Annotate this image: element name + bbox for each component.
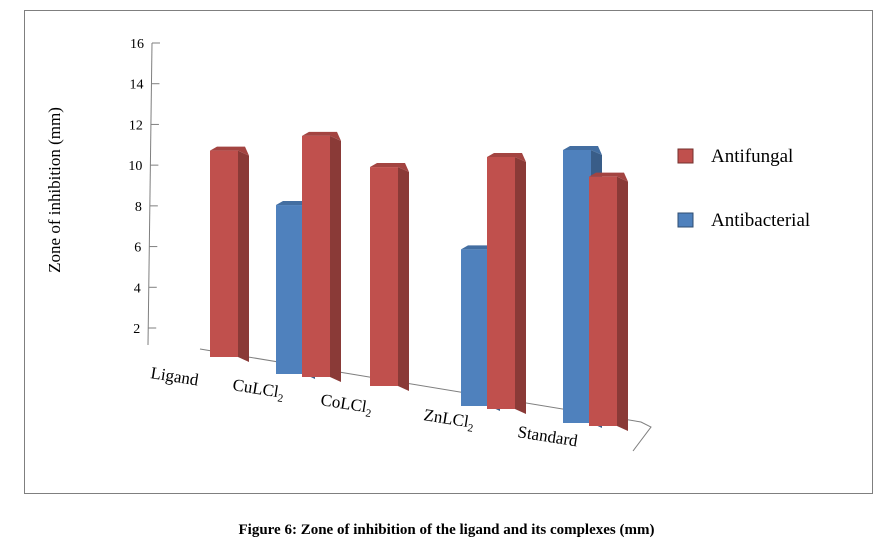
bar-antifungal-top [210,146,249,156]
bar-antifungal-top [589,172,628,182]
y-tick-label: 16 [130,37,144,52]
legend-label: Antibacterial [711,210,810,231]
x-category-label: CuLCl2 [231,375,286,405]
y-axis-label: Zone of inhibition (mm) [45,107,64,273]
y-tick-label: 14 [129,78,143,93]
floor-edge [199,348,652,452]
bar-antifungal-side [515,157,526,414]
y-tick-label: 12 [129,118,143,133]
bar-antifungal [370,167,398,386]
y-tick-label: 2 [133,322,140,337]
figure-caption: Figure 6: Zone of inhibition of the liga… [238,522,655,538]
legend-swatch [677,148,694,164]
x-category-label: ZnLCl2 [422,405,476,435]
y-tick-label: 10 [128,159,142,174]
legend-swatch [677,212,694,228]
y-tick-label: 4 [134,281,141,296]
zone-of-inhibition-chart: 2 4 6 8 10 12 14 16 Zone of inhibition (mm) Ligan… [45,37,810,452]
bar-antibacterial [276,205,304,374]
bar-antifungal-top [370,163,409,173]
bar-antibacterial-top [563,146,602,155]
bar-antibacterial [563,150,591,423]
x-category-label: Standard [516,422,579,450]
bar-antifungal [589,176,617,426]
bar-antifungal-top [302,131,341,141]
x-category-label: Ligand [149,363,200,389]
bar-antifungal-side [617,176,628,431]
bar-antifungal-side [398,167,409,391]
bar-antifungal [487,157,515,409]
y-tick-label: 6 [134,241,141,256]
bar-antifungal-top [487,153,526,162]
bar-antifungal [302,135,330,377]
bar-antifungal [210,150,238,357]
bar-antifungal-side [238,150,249,362]
bar-antifungal-side [330,135,341,382]
y-axis-line [147,42,153,346]
legend-label: Antifungal [711,146,793,167]
bar-antibacterial [461,249,489,406]
chart-frame [24,10,873,494]
x-category-label: CoLCl2 [319,390,374,420]
y-tick-label: 8 [135,200,142,215]
